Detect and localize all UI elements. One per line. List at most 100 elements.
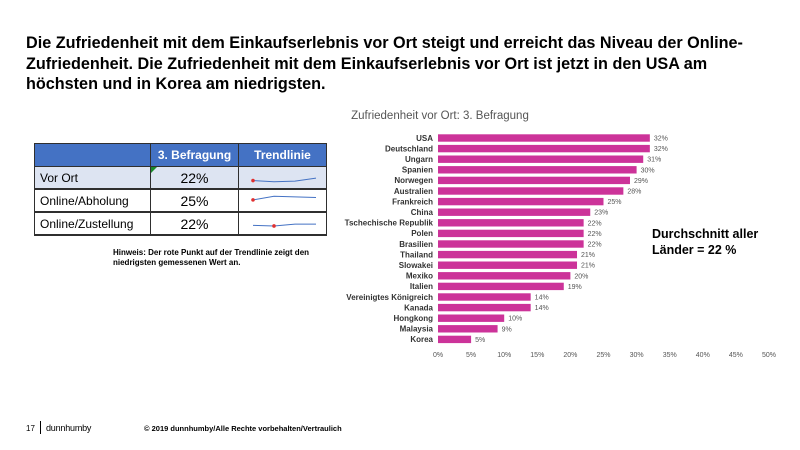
data-label: 14% (535, 305, 549, 312)
bar (438, 197, 604, 206)
sparkline (251, 177, 317, 183)
category-label: Tschechische Republik (345, 219, 434, 228)
x-tick-label: 35% (663, 352, 677, 359)
data-label: 25% (608, 199, 622, 206)
sparkline (251, 195, 317, 202)
row-label: Online/Abholung (34, 188, 151, 213)
table-header-survey: 3. Befragung (150, 143, 239, 167)
row-label: Online/Zustellung (34, 211, 151, 236)
table-header-trend: Trendlinie (238, 143, 327, 167)
category-label: Ungarn (405, 155, 433, 164)
category-label: Mexiko (406, 272, 433, 281)
row-value: 22% (150, 211, 239, 236)
average-note: Durchschnitt aller Länder = 22 % (652, 227, 759, 257)
sparkline-min-point (251, 198, 255, 202)
sparkline-cell (238, 188, 327, 213)
row-value: 22% (180, 169, 209, 186)
chart-title: Zufriedenheit vor Ort: 3. Befragung (351, 110, 529, 122)
x-tick-label: 50% (762, 352, 776, 359)
bar (438, 282, 564, 291)
x-tick-label: 25% (596, 352, 610, 359)
bar (438, 187, 624, 195)
data-label: 22% (588, 231, 602, 238)
category-label: Frankreich (392, 197, 433, 206)
table-row: Online/Abholung 25% (34, 188, 327, 213)
category-label: Brasilien (399, 240, 433, 249)
data-label: 9% (502, 326, 512, 333)
sparkline-line (252, 195, 317, 201)
bar (438, 272, 571, 280)
category-label: Malaysia (400, 325, 434, 334)
bar (438, 208, 591, 216)
category-label: China (411, 208, 434, 217)
data-label: 22% (588, 220, 602, 227)
category-label: Deutschland (385, 144, 433, 153)
table-header-row: 3. Befragung Trendlinie (34, 143, 327, 167)
sparkline-min-point (272, 224, 276, 228)
bar (438, 325, 498, 333)
x-tick-label: 15% (530, 352, 544, 359)
sparkline-cell (238, 211, 327, 236)
category-label: Italien (410, 282, 433, 291)
data-label: 14% (535, 295, 549, 302)
category-label: USA (416, 134, 433, 143)
bar (438, 240, 584, 248)
bar (438, 134, 650, 142)
comment-marker-icon (151, 167, 157, 173)
table-header-blank (34, 143, 151, 167)
data-label: 32% (654, 146, 668, 153)
data-label: 20% (574, 273, 588, 280)
category-label: Vereinigtes Königreich (346, 293, 433, 302)
table-row: Vor Ort 22% (34, 166, 327, 190)
bar (438, 293, 531, 301)
x-tick-label: 0% (433, 352, 443, 359)
bar (438, 303, 531, 312)
data-label: 29% (634, 178, 648, 185)
category-label: Korea (410, 335, 433, 344)
summary-table: 3. Befragung Trendlinie Vor Ort 22% Onli… (34, 143, 327, 236)
bar (438, 155, 644, 163)
data-label: 21% (581, 263, 595, 270)
x-tick-label: 45% (729, 352, 743, 359)
category-label: Norwegen (394, 176, 433, 185)
data-label: 32% (654, 136, 668, 143)
data-label: 22% (588, 242, 602, 249)
category-label: Slowakei (399, 261, 433, 270)
category-label: Thailand (400, 250, 433, 259)
bar (438, 250, 578, 259)
footer-divider (40, 421, 41, 434)
category-label: Australien (394, 187, 433, 196)
bar (438, 144, 650, 153)
data-label: 30% (641, 167, 655, 174)
bar (438, 166, 637, 174)
data-label: 19% (568, 284, 582, 291)
data-label: 10% (508, 316, 522, 323)
x-tick-label: 5% (466, 352, 476, 359)
category-label: Polen (411, 229, 433, 238)
headline: Die Zufriedenheit mit dem Einkaufserlebn… (26, 34, 743, 93)
sparkline-line (252, 223, 316, 227)
bar (438, 176, 630, 185)
row-label: Vor Ort (34, 166, 151, 190)
data-label: 31% (647, 157, 661, 164)
row-value-cell: 22% (150, 166, 239, 190)
bar (438, 335, 472, 344)
sparkline-min-point (251, 178, 255, 183)
x-tick-label: 40% (696, 352, 710, 359)
category-label: Kanada (404, 303, 433, 312)
sparkline-line (252, 177, 317, 183)
bar (438, 261, 578, 269)
data-label: 28% (627, 189, 641, 196)
sparkline-cell (238, 166, 327, 190)
category-label: Spanien (402, 166, 433, 175)
copyright: © 2019 dunnhumby/Alle Rechte vorbehalten… (144, 424, 342, 433)
data-label: 21% (581, 252, 595, 259)
sparkline (252, 223, 316, 228)
category-label: Hongkong (393, 314, 433, 323)
data-label: 23% (594, 210, 608, 217)
brand-logo: dunnhumby (46, 423, 92, 433)
bar (438, 219, 584, 227)
bar (438, 229, 584, 238)
data-label: 5% (475, 337, 485, 344)
x-tick-label: 30% (630, 352, 644, 359)
